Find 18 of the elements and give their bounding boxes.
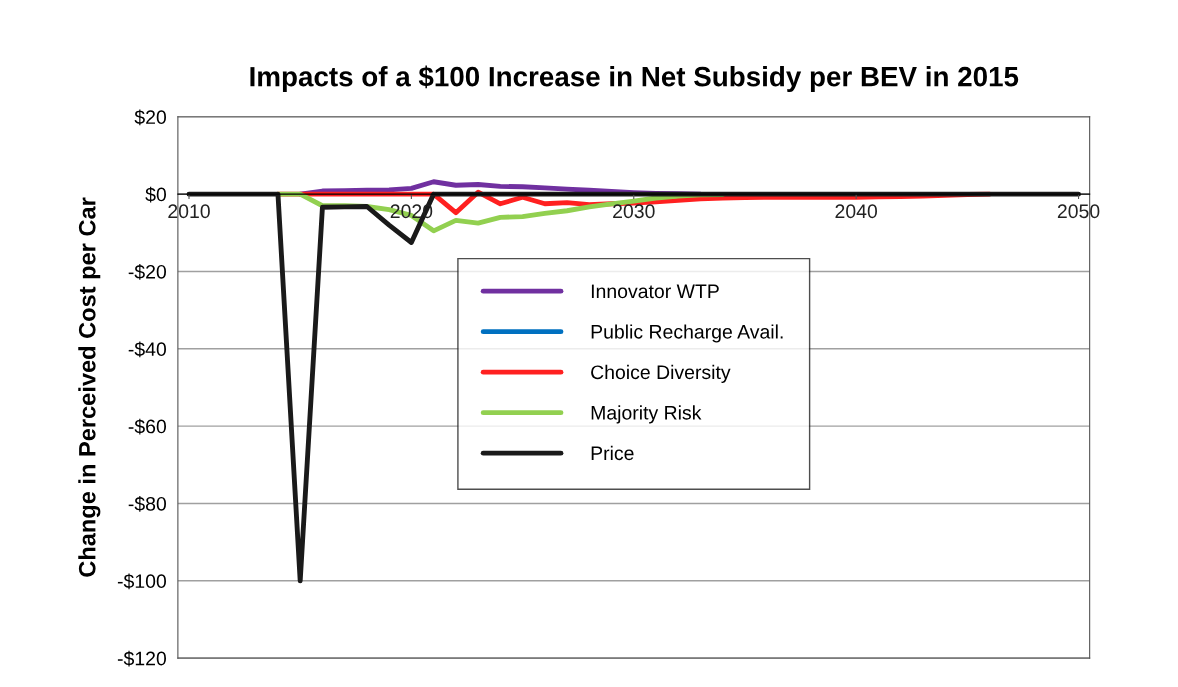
chart-title: Impacts of a $100 Increase in Net Subsidy per BEV in 2015 [250,65,1019,92]
y-tick-label: -$20 [128,264,167,280]
y-tick-label: -$80 [128,496,167,512]
y-tick-label: -$60 [128,418,167,435]
y-tick-label: $20 [134,109,167,126]
y-tick-label: -$100 [117,573,167,590]
legend-label: Majority Risk [591,405,702,424]
legend-label: Price [591,445,634,461]
x-tick-label: 2010 [168,204,210,219]
y-tick-label: -$40 [128,341,167,358]
x-tick-label: 2030 [613,204,655,219]
legend-label: Innovator WTP [591,284,719,299]
legend-label: Public Recharge Avail. [591,324,783,343]
x-tick-label: 2040 [835,204,878,219]
y-axis-title: Change in Perceived Cost per Car [78,197,101,577]
y-tick-label: -$120 [117,650,167,667]
legend-label: Choice Diversity [591,364,731,383]
y-tick-label: $0 [145,186,167,203]
